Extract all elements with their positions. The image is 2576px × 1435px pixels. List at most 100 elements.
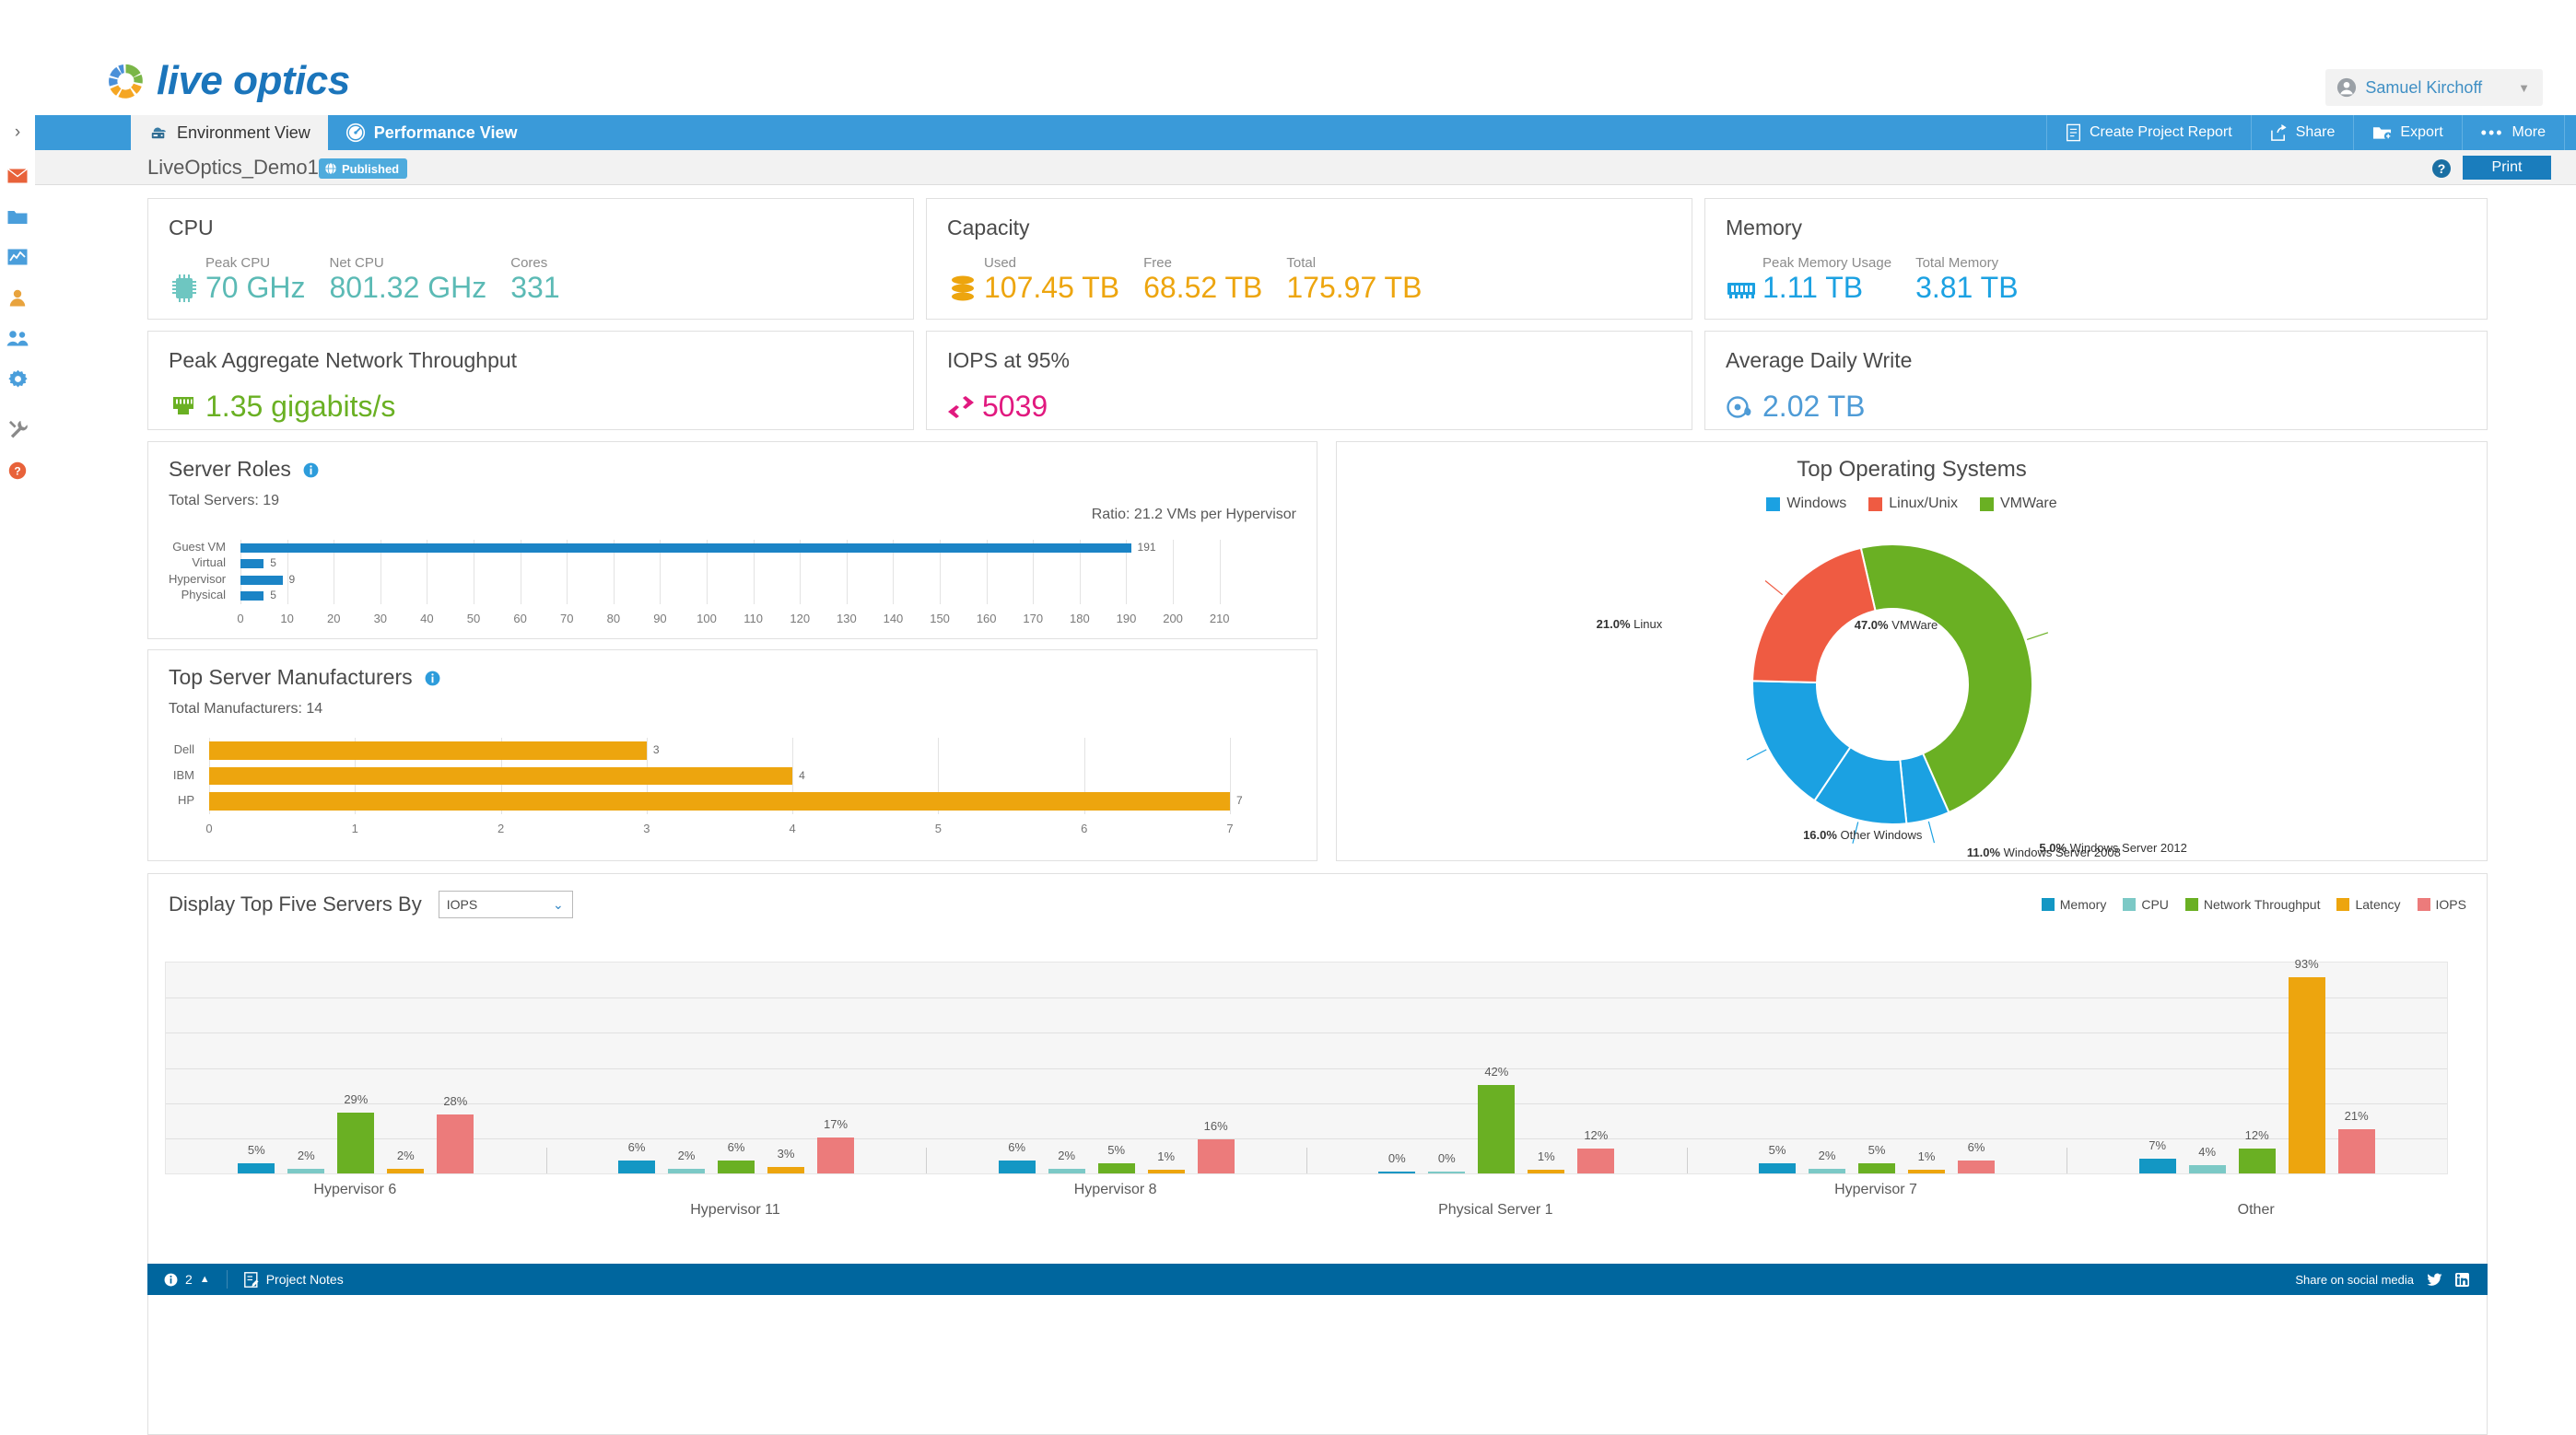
axis-tick: 10 — [280, 612, 294, 625]
cpu-chip-icon — [172, 274, 196, 302]
metric-select[interactable]: IOPS ⌄ — [438, 891, 573, 918]
more-button[interactable]: ••• More — [2461, 115, 2565, 150]
legend-item[interactable]: IOPS — [2417, 897, 2466, 912]
bar[interactable] — [1478, 1084, 1516, 1173]
bar[interactable] — [2288, 977, 2325, 1173]
user-menu[interactable]: Samuel Kirchoff ▼ — [2325, 69, 2543, 106]
footer-notifications[interactable]: 2 ▲ — [147, 1264, 227, 1295]
rail-item-help[interactable]: ? — [0, 450, 35, 491]
bar[interactable] — [240, 559, 264, 569]
donut-slice[interactable] — [1859, 543, 2033, 814]
sidebar-expand-button[interactable]: › — [0, 115, 35, 150]
bar[interactable] — [1378, 1172, 1416, 1173]
gridline — [1126, 540, 1128, 604]
bar[interactable] — [287, 1169, 325, 1173]
bar[interactable] — [1528, 1170, 1565, 1173]
info-icon[interactable] — [425, 671, 440, 686]
bar[interactable] — [2188, 1164, 2226, 1173]
legend-item[interactable]: Linux/Unix — [1868, 496, 1958, 512]
info-icon[interactable] — [303, 462, 319, 478]
brand-logo[interactable]: live optics — [104, 58, 350, 104]
bar[interactable] — [1097, 1162, 1135, 1173]
bar[interactable] — [668, 1169, 705, 1173]
bar[interactable] — [1759, 1162, 1796, 1173]
bar[interactable] — [1428, 1172, 1466, 1173]
bar[interactable] — [1048, 1169, 1085, 1173]
capacity-metric-total-value: 175.97 TB — [1286, 271, 1423, 304]
bar[interactable] — [209, 766, 793, 786]
bar[interactable] — [1908, 1170, 1945, 1173]
bar[interactable] — [2238, 1148, 2276, 1173]
bar[interactable] — [1197, 1139, 1235, 1173]
bar[interactable] — [337, 1112, 375, 1173]
legend-item[interactable]: VMWare — [1979, 496, 2057, 512]
bar[interactable] — [1577, 1148, 1615, 1173]
rail-item-user[interactable] — [0, 277, 35, 318]
help-button[interactable]: ? — [2432, 159, 2451, 178]
rail-item-folder[interactable] — [0, 196, 35, 237]
axis-tick: 60 — [513, 612, 527, 625]
legend-item[interactable]: Memory — [2041, 897, 2106, 912]
axis-tick: 0 — [237, 612, 244, 625]
linkedin-icon[interactable] — [2455, 1272, 2469, 1287]
bar[interactable] — [767, 1167, 804, 1173]
bar[interactable] — [2138, 1158, 2176, 1173]
bar[interactable] — [817, 1138, 854, 1173]
bar[interactable] — [1809, 1169, 1845, 1173]
print-button[interactable]: Print — [2463, 156, 2551, 180]
group-separator — [926, 1148, 928, 1173]
rail-item-users[interactable] — [0, 318, 35, 358]
rail-item-analytics[interactable] — [0, 237, 35, 277]
user-icon — [9, 289, 26, 306]
view-tabs: Environment View Performance View — [131, 115, 535, 150]
capacity-card-title: Capacity — [947, 216, 1030, 239]
bar[interactable] — [1958, 1161, 1995, 1173]
bar[interactable] — [437, 1114, 474, 1173]
bar[interactable] — [1858, 1162, 1895, 1173]
export-button[interactable]: Export — [2353, 115, 2461, 150]
status-badge-label: Published — [342, 161, 400, 176]
bar[interactable] — [998, 1161, 1036, 1173]
gridline — [1083, 738, 1085, 814]
legend-item[interactable]: Network Throughput — [2184, 897, 2320, 912]
bar[interactable] — [209, 792, 1230, 811]
bar-category-label: HP — [177, 793, 194, 808]
rail-item-tools[interactable] — [0, 408, 35, 449]
twitter-icon[interactable] — [2427, 1273, 2442, 1287]
bar-value-label: 12% — [2244, 1127, 2269, 1142]
axis-tick: 3 — [643, 822, 650, 835]
legend-item[interactable]: CPU — [2123, 897, 2169, 912]
top-five-group-labels: Hypervisor 6 Hypervisor 11 Hypervisor 8 Phy… — [165, 1180, 2448, 1218]
bar[interactable] — [387, 1169, 425, 1173]
share-button[interactable]: Share — [2250, 115, 2354, 150]
user-name: Samuel Kirchoff — [2365, 77, 2483, 97]
bar[interactable] — [238, 1162, 275, 1173]
operating-systems-legend: Windows Linux/Unix VMWare — [1357, 496, 2466, 512]
legend-label: CPU — [2141, 897, 2169, 912]
group-label: Other — [2237, 1202, 2275, 1218]
tab-environment-view[interactable]: Environment View — [131, 115, 328, 150]
rail-item-settings[interactable] — [0, 358, 35, 399]
legend-label: Linux/Unix — [1889, 496, 1958, 511]
bar-value-label: 9 — [288, 572, 296, 586]
legend-item[interactable]: Windows — [1766, 496, 1846, 512]
bar[interactable] — [240, 575, 283, 585]
bar-value-label: 0% — [1388, 1151, 1406, 1165]
tab-performance-view[interactable]: Performance View — [327, 115, 535, 150]
gridline — [1079, 540, 1081, 604]
bar[interactable] — [209, 741, 647, 760]
cpu-card: CPU Peak CPU 70 GHz Net CPU 801.32 — [147, 198, 914, 320]
donut-slice[interactable] — [1751, 546, 1877, 684]
bar[interactable] — [1147, 1170, 1185, 1173]
bar[interactable] — [240, 542, 1131, 553]
bar[interactable] — [2337, 1128, 2375, 1173]
rail-item-mail[interactable] — [0, 156, 35, 196]
footer-project-notes[interactable]: Project Notes — [228, 1264, 360, 1295]
operating-systems-donut: 47.0% VMWare 5.0% Windows Server 2012 11.0… — [1337, 507, 2448, 859]
bar[interactable] — [618, 1161, 655, 1173]
manufacturers-card: Top Server Manufacturers Total Manufactu… — [147, 649, 1317, 861]
create-project-report-button[interactable]: Create Project Report — [2045, 115, 2251, 150]
bar[interactable] — [718, 1161, 755, 1173]
bar[interactable] — [240, 591, 264, 601]
legend-item[interactable]: Latency — [2336, 897, 2401, 912]
